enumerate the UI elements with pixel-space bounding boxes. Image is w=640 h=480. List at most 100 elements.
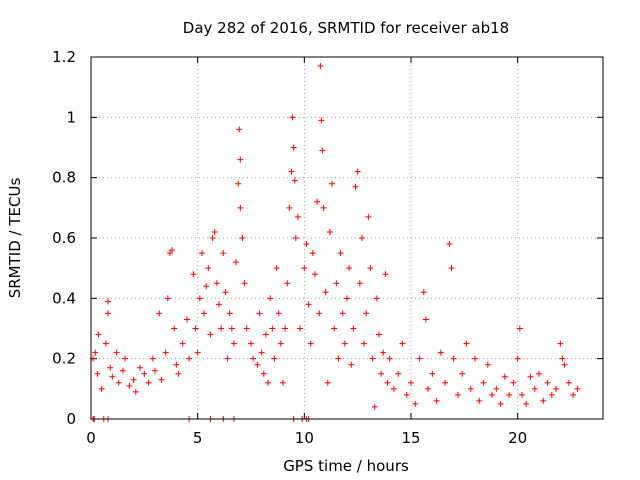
data-point: [190, 271, 197, 278]
data-point: [314, 198, 321, 205]
data-point: [378, 370, 385, 377]
data-point: [282, 325, 289, 332]
x-tick-label: 10: [295, 429, 314, 447]
data-point: [510, 379, 517, 386]
data-point: [171, 325, 178, 332]
data-point: [544, 379, 551, 386]
data-point: [211, 228, 218, 235]
data-point: [92, 349, 99, 356]
data-point: [399, 340, 406, 347]
data-point: [331, 325, 338, 332]
data-point: [98, 385, 105, 392]
x-axis-label: GPS time / hours: [283, 457, 409, 475]
data-point: [437, 349, 444, 356]
data-point: [179, 340, 186, 347]
data-point: [442, 379, 449, 386]
data-point: [326, 228, 333, 235]
data-point: [506, 391, 513, 398]
data-point: [277, 340, 284, 347]
data-point: [386, 355, 393, 362]
data-point: [169, 247, 176, 254]
data-point: [166, 250, 173, 257]
data-point: [126, 382, 133, 389]
data-point: [239, 235, 246, 241]
data-point: [463, 340, 470, 347]
data-point: [480, 379, 487, 386]
data-point: [348, 361, 355, 368]
data-point: [420, 289, 427, 296]
data-point: [559, 355, 566, 362]
data-point: [113, 349, 120, 356]
data-point: [107, 364, 114, 371]
y-axis-label: SRMTID / TECUs: [6, 178, 24, 299]
data-point: [226, 310, 233, 317]
x-tick-label: 20: [508, 429, 527, 447]
data-point: [371, 403, 378, 410]
data-point: [235, 180, 242, 187]
data-point: [241, 280, 248, 287]
data-point: [269, 325, 276, 332]
data-point: [291, 177, 298, 184]
y-tick-label: 0: [66, 410, 76, 428]
data-point: [425, 385, 432, 392]
data-point: [316, 310, 323, 317]
data-point: [137, 364, 144, 371]
data-point: [416, 355, 423, 362]
data-point: [205, 265, 212, 272]
data-point: [173, 361, 180, 368]
data-point: [243, 325, 250, 332]
data-point: [301, 265, 308, 272]
data-point: [230, 340, 237, 347]
data-point: [258, 349, 265, 356]
data-point: [412, 400, 419, 407]
data-points: [90, 63, 581, 422]
data-point: [145, 379, 152, 386]
data-point: [540, 397, 547, 404]
data-point: [130, 376, 137, 383]
y-tick-label: 1: [66, 108, 76, 126]
data-point: [501, 373, 508, 380]
data-point: [248, 340, 254, 347]
data-point: [380, 349, 387, 356]
data-point: [164, 295, 171, 302]
y-tick-label: 0.6: [52, 229, 76, 247]
data-point: [207, 331, 214, 338]
data-point: [454, 391, 461, 398]
data-point: [122, 355, 129, 362]
data-point: [514, 355, 521, 362]
data-point: [553, 385, 560, 392]
data-point: [236, 126, 243, 133]
data-point: [523, 400, 530, 407]
data-point: [376, 331, 382, 338]
x-tick-label: 15: [401, 429, 420, 447]
data-point: [527, 373, 534, 380]
data-point: [149, 355, 156, 362]
data-point: [280, 379, 286, 386]
data-point: [260, 370, 267, 377]
data-point: [516, 325, 523, 332]
x-tick-label: 0: [86, 429, 96, 447]
data-point: [152, 367, 158, 374]
data-point: [292, 235, 299, 241]
data-point: [352, 183, 359, 190]
data-point: [305, 301, 312, 308]
data-point: [408, 379, 414, 386]
data-point: [224, 355, 231, 362]
data-point: [318, 117, 325, 124]
data-point: [574, 385, 581, 392]
data-point: [158, 376, 165, 383]
data-point: [95, 331, 102, 338]
data-point: [497, 400, 504, 407]
grid-layer: [91, 57, 603, 419]
x-tick-label: 5: [193, 429, 203, 447]
data-point: [228, 325, 235, 332]
data-point: [373, 295, 380, 302]
data-point: [337, 250, 344, 257]
data-point: [350, 325, 357, 332]
data-point: [271, 355, 278, 362]
data-point: [105, 298, 112, 305]
data-point: [459, 370, 466, 377]
data-point: [307, 340, 314, 347]
data-point: [198, 250, 205, 257]
data-point: [312, 271, 318, 278]
